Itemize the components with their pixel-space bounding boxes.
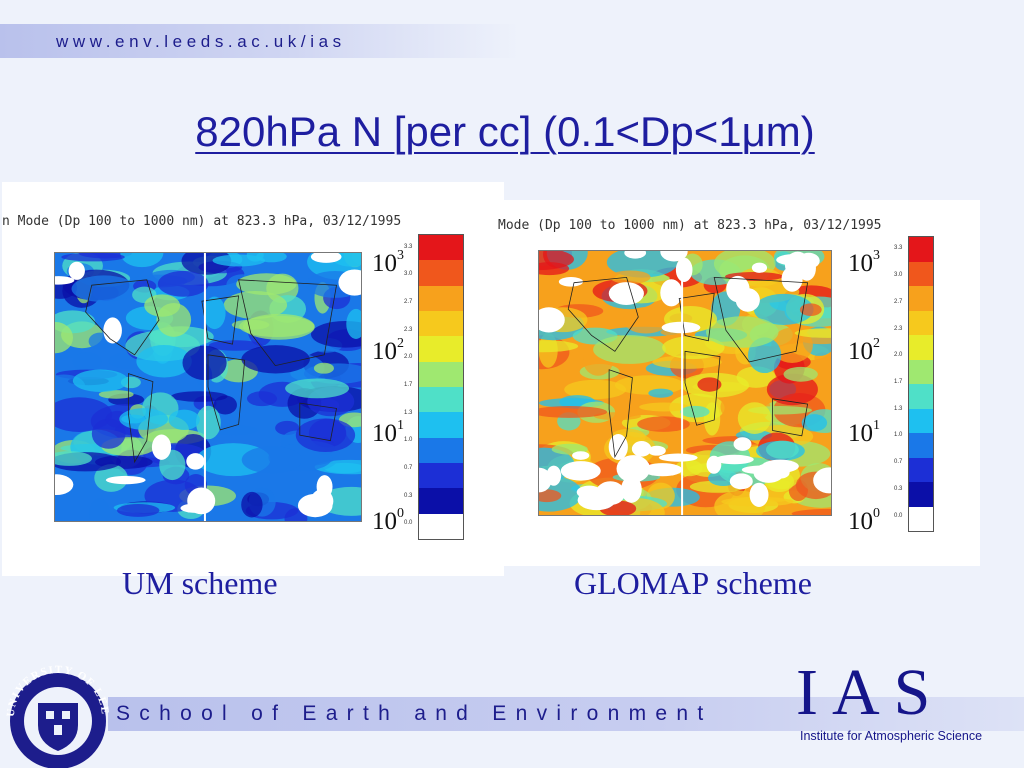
- colorbar-tick-label: 2.7: [404, 299, 413, 306]
- map-image: [55, 253, 361, 521]
- um-caption: UM scheme: [122, 565, 278, 601]
- colorbar-segment: [909, 408, 933, 433]
- legend-label: 100: [372, 505, 404, 535]
- colorbar-tick-label: 0.7: [404, 464, 413, 471]
- glomap-map: [538, 250, 832, 516]
- colorbar-tick-label: 2.3: [894, 325, 903, 332]
- colorbar-segment: [909, 261, 933, 286]
- colorbar-segment: [909, 384, 933, 409]
- slide-title: 820hPa N [per cc] (0.1<Dp<1μm): [195, 108, 815, 155]
- map-header-text: Mode (Dp 100 to 1000 nm) at 823.3 hPa, 0…: [498, 218, 882, 233]
- colorbar-segment: [419, 412, 463, 438]
- colorbar: [908, 236, 934, 532]
- map-header-text: n Mode (Dp 100 to 1000 nm) at 823.3 hPa,…: [2, 214, 402, 229]
- colorbar-segment: [419, 260, 463, 286]
- colorbar-tick-label: 0.0: [404, 520, 413, 527]
- site-url[interactable]: www.env.leeds.ac.uk/ias: [56, 32, 346, 51]
- colorbar-tick-label: 0.3: [404, 492, 413, 499]
- legend-label: 103: [848, 247, 880, 277]
- colorbar-tick-label: 0.0: [894, 512, 903, 519]
- university-of-leeds-logo: UNIVERSITY OF LEEDS: [0, 655, 110, 768]
- colorbar-segment: [909, 482, 933, 507]
- colorbar-segment: [419, 235, 463, 261]
- colorbar: [418, 234, 464, 540]
- colorbar-tick-label: 1.7: [894, 379, 903, 385]
- colorbar-segment: [419, 336, 463, 362]
- colorbar-segment: [909, 237, 933, 262]
- school-name: School of Earth and Environment: [116, 702, 713, 725]
- colorbar-segment: [419, 463, 463, 489]
- colorbar-tick-label: 2.0: [894, 352, 903, 359]
- colorbar-tick-label: 0.7: [894, 459, 903, 466]
- colorbar-tick-label: 0.3: [894, 485, 903, 492]
- legend-label: 100: [848, 505, 880, 535]
- footer-band: [108, 697, 1024, 731]
- colorbar-tick-label: 2.0: [404, 354, 413, 361]
- colorbar-segment: [909, 335, 933, 360]
- colorbar-segment: [419, 285, 463, 311]
- colorbar-segment: [419, 387, 463, 413]
- glomap-panel: Mode (Dp 100 to 1000 nm) at 823.3 hPa, 0…: [498, 200, 980, 566]
- header-band: [0, 24, 520, 58]
- colorbar-segment: [909, 310, 933, 335]
- colorbar-segment: [419, 361, 463, 387]
- colorbar-tick-label: 3.0: [894, 272, 903, 279]
- colorbar-tick-label: 1.7: [404, 382, 413, 388]
- ias-logo: IAS: [796, 656, 945, 729]
- colorbar-segment: [909, 359, 933, 384]
- colorbar-segment: [419, 311, 463, 337]
- map-image: [539, 251, 831, 515]
- legend-label: 102: [848, 335, 880, 365]
- um-panel: n Mode (Dp 100 to 1000 nm) at 823.3 hPa,…: [2, 182, 504, 576]
- colorbar-tick-label: 2.3: [404, 326, 413, 333]
- legend-label: 102: [372, 335, 404, 365]
- colorbar-segment: [909, 457, 933, 482]
- colorbar-tick-label: 1.3: [404, 409, 413, 416]
- legend-label: 101: [372, 417, 404, 447]
- um-map: [54, 252, 362, 522]
- colorbar-tick-label: 3.3: [894, 245, 903, 252]
- colorbar-tick-label: 1.0: [404, 437, 413, 444]
- colorbar-tick-label: 3.3: [404, 243, 413, 250]
- colorbar-segment: [419, 437, 463, 463]
- colorbar-segment: [909, 286, 933, 311]
- glomap-caption: GLOMAP scheme: [574, 565, 812, 601]
- colorbar-tick-label: 2.7: [894, 298, 903, 305]
- legend-label: 101: [848, 417, 880, 447]
- colorbar-tick-label: 1.3: [894, 405, 903, 412]
- colorbar-segment: [419, 513, 463, 539]
- colorbar-segment: [909, 506, 933, 531]
- colorbar-segment: [419, 488, 463, 514]
- colorbar-segment: [909, 433, 933, 458]
- legend-label: 103: [372, 247, 404, 277]
- ias-subtitle: Institute for Atmospheric Science: [800, 729, 983, 743]
- colorbar-tick-label: 1.0: [894, 432, 903, 439]
- colorbar-tick-label: 3.0: [404, 271, 413, 278]
